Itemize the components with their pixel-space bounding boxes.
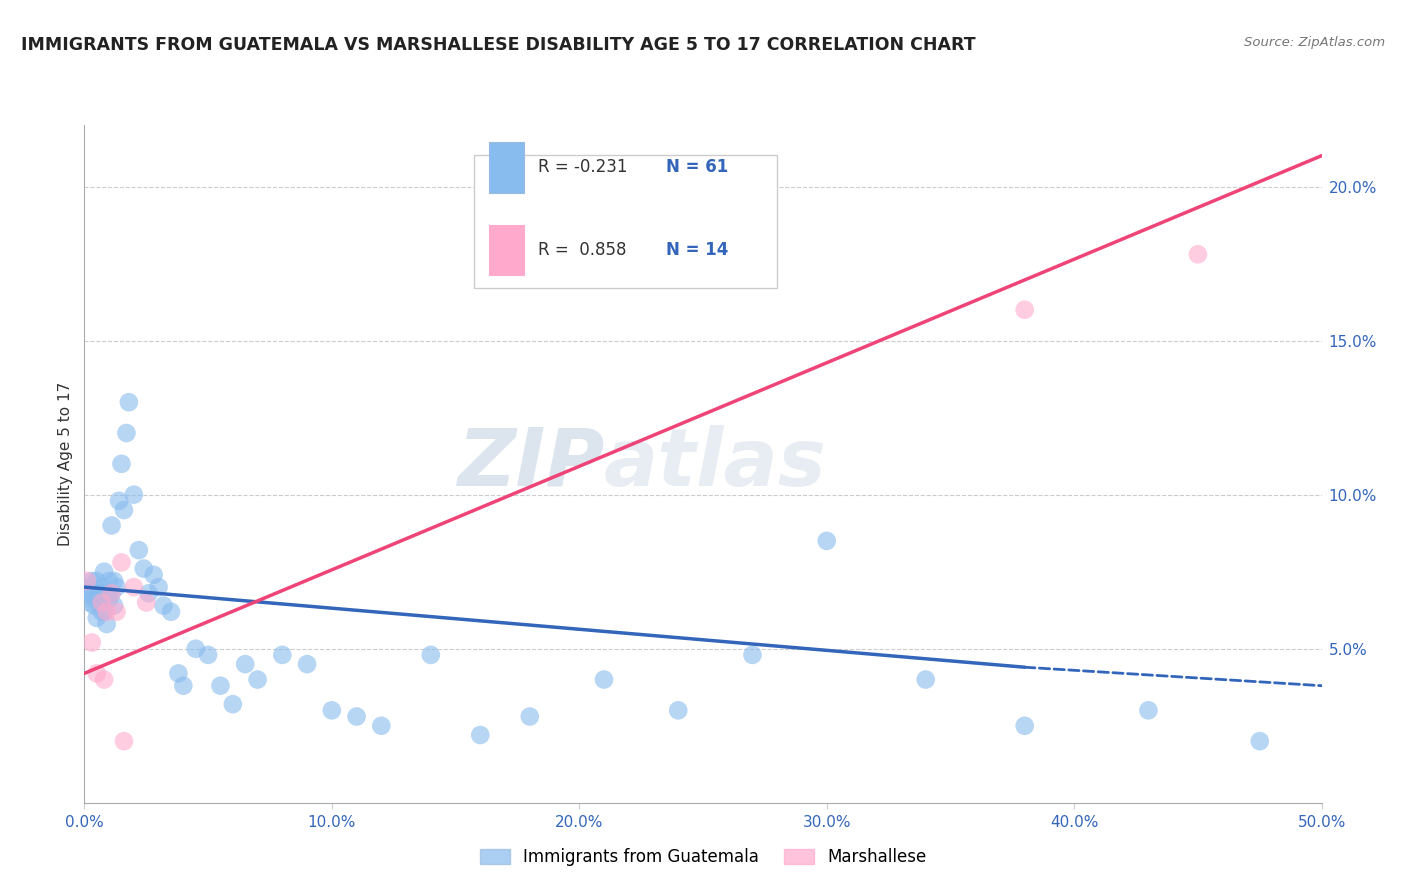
Point: [346, 709, 368, 723]
Bar: [489, 225, 523, 276]
Point: [470, 728, 492, 742]
Point: [98, 574, 121, 588]
Point: [100, 518, 122, 533]
Point: [321, 703, 343, 717]
Point: [83, 592, 105, 607]
Point: [666, 703, 689, 717]
Point: [93, 605, 115, 619]
Point: [148, 580, 170, 594]
Bar: [489, 142, 523, 193]
Point: [152, 599, 174, 613]
Point: [132, 561, 155, 575]
Point: [80, 635, 103, 649]
Point: [370, 719, 392, 733]
Point: [233, 657, 256, 672]
Point: [122, 488, 145, 502]
Point: [593, 673, 616, 687]
Point: [83, 599, 105, 613]
Point: [80, 574, 103, 588]
Point: [110, 457, 132, 471]
Point: [1014, 719, 1036, 733]
Point: [79, 595, 101, 609]
Point: [1187, 247, 1209, 261]
Text: ZIP: ZIP: [457, 425, 605, 503]
Point: [815, 533, 838, 548]
Point: [112, 503, 135, 517]
Point: [86, 666, 108, 681]
Point: [79, 580, 101, 594]
Point: [741, 648, 763, 662]
Point: [172, 679, 194, 693]
Point: [209, 679, 232, 693]
Point: [110, 556, 132, 570]
Point: [89, 586, 111, 600]
Point: [98, 592, 121, 607]
Point: [108, 493, 131, 508]
Point: [105, 580, 128, 594]
Point: [93, 565, 115, 579]
Point: [96, 586, 118, 600]
Text: Source: ZipAtlas.com: Source: ZipAtlas.com: [1244, 36, 1385, 49]
Point: [1249, 734, 1271, 748]
Point: [135, 595, 157, 609]
Point: [519, 709, 541, 723]
Point: [128, 543, 150, 558]
Point: [100, 586, 122, 600]
Point: [115, 425, 138, 440]
Point: [86, 611, 108, 625]
Point: [103, 599, 125, 613]
Point: [76, 574, 98, 588]
Point: [222, 697, 245, 711]
Text: N = 61: N = 61: [666, 158, 728, 177]
Point: [96, 605, 118, 619]
Point: [118, 395, 141, 409]
Point: [90, 580, 112, 594]
Point: [295, 657, 318, 672]
Point: [184, 641, 207, 656]
Point: [1014, 302, 1036, 317]
Point: [112, 734, 135, 748]
Point: [122, 580, 145, 594]
Point: [167, 666, 190, 681]
Point: [914, 673, 936, 687]
Point: [160, 605, 183, 619]
Point: [1137, 703, 1160, 717]
Text: N = 14: N = 14: [666, 241, 728, 259]
Point: [103, 574, 125, 588]
Point: [246, 673, 269, 687]
Point: [93, 673, 115, 687]
Legend: Immigrants from Guatemala, Marshallese: Immigrants from Guatemala, Marshallese: [472, 841, 934, 872]
Text: IMMIGRANTS FROM GUATEMALA VS MARSHALLESE DISABILITY AGE 5 TO 17 CORRELATION CHAR: IMMIGRANTS FROM GUATEMALA VS MARSHALLESE…: [21, 36, 976, 54]
Text: R = -0.231: R = -0.231: [538, 158, 628, 177]
Point: [96, 617, 118, 632]
Point: [197, 648, 219, 662]
Text: atlas: atlas: [605, 425, 827, 503]
Point: [100, 586, 122, 600]
Point: [90, 595, 112, 609]
Point: [76, 586, 98, 600]
Text: R =  0.858: R = 0.858: [538, 241, 627, 259]
FancyBboxPatch shape: [474, 155, 778, 287]
Point: [90, 605, 112, 619]
Point: [89, 595, 111, 609]
Y-axis label: Disability Age 5 to 17: Disability Age 5 to 17: [58, 382, 73, 546]
Point: [419, 648, 441, 662]
Point: [138, 586, 160, 600]
Point: [105, 605, 128, 619]
Point: [271, 648, 294, 662]
Point: [80, 586, 103, 600]
Point: [86, 574, 108, 588]
Point: [142, 567, 165, 582]
